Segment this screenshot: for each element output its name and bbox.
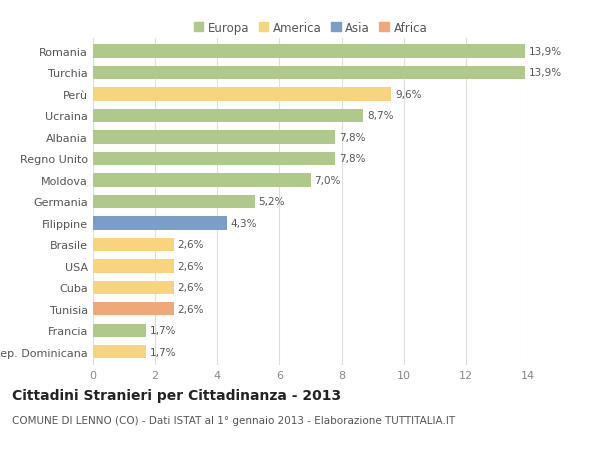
Text: 7,8%: 7,8%: [339, 133, 365, 143]
Text: 2,6%: 2,6%: [178, 304, 204, 314]
Text: Cittadini Stranieri per Cittadinanza - 2013: Cittadini Stranieri per Cittadinanza - 2…: [12, 388, 341, 402]
Text: 9,6%: 9,6%: [395, 90, 422, 100]
Bar: [93, 324, 146, 337]
Text: 1,7%: 1,7%: [149, 325, 176, 336]
Text: 2,6%: 2,6%: [178, 240, 204, 250]
Bar: [93, 88, 391, 101]
Bar: [93, 281, 174, 294]
Text: 4,3%: 4,3%: [230, 218, 257, 229]
Bar: [93, 238, 174, 252]
Text: 1,7%: 1,7%: [149, 347, 176, 357]
Text: 13,9%: 13,9%: [529, 68, 562, 78]
Text: 7,0%: 7,0%: [314, 175, 341, 185]
Text: 5,2%: 5,2%: [259, 197, 285, 207]
Text: 13,9%: 13,9%: [529, 47, 562, 57]
Bar: [93, 345, 146, 358]
Bar: [93, 45, 525, 59]
Bar: [93, 174, 311, 187]
Bar: [93, 131, 335, 144]
Bar: [93, 217, 227, 230]
Bar: [93, 152, 335, 166]
Text: COMUNE DI LENNO (CO) - Dati ISTAT al 1° gennaio 2013 - Elaborazione TUTTITALIA.I: COMUNE DI LENNO (CO) - Dati ISTAT al 1° …: [12, 415, 455, 425]
Text: 8,7%: 8,7%: [367, 111, 394, 121]
Bar: [93, 196, 254, 208]
Text: 7,8%: 7,8%: [339, 154, 365, 164]
Bar: [93, 302, 174, 316]
Bar: [93, 67, 525, 80]
Text: 2,6%: 2,6%: [178, 283, 204, 293]
Text: 2,6%: 2,6%: [178, 261, 204, 271]
Bar: [93, 260, 174, 273]
Legend: Europa, America, Asia, Africa: Europa, America, Asia, Africa: [189, 17, 432, 39]
Bar: [93, 110, 364, 123]
